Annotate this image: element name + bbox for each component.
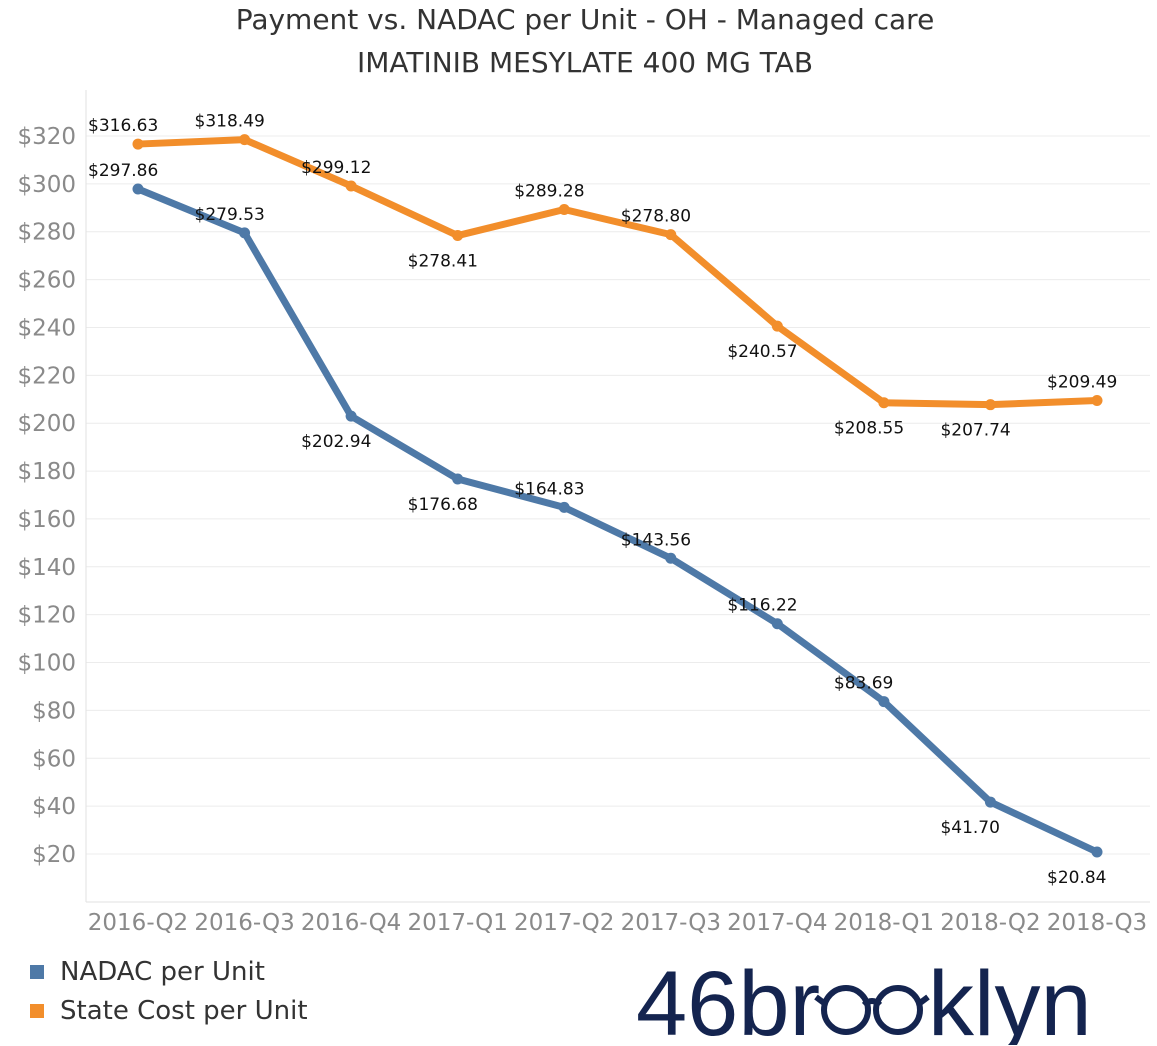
data-label: $83.69 <box>834 674 893 694</box>
x-tick-label: 2017-Q2 <box>514 910 614 936</box>
data-label: $297.86 <box>88 161 158 181</box>
x-tick-label: 2018-Q2 <box>940 910 1040 936</box>
logo-text-left: 46br <box>636 955 820 1045</box>
data-point <box>239 227 251 239</box>
x-tick-label: 2018-Q1 <box>834 910 934 936</box>
x-tick-label: 2016-Q3 <box>194 910 294 936</box>
legend: NADAC per Unit State Cost per Unit <box>30 952 308 1030</box>
data-label: $289.28 <box>514 182 584 202</box>
data-label: $116.22 <box>727 596 797 616</box>
data-point <box>452 473 464 485</box>
data-label: $143.56 <box>621 530 691 550</box>
data-label: $207.74 <box>940 421 1010 441</box>
y-tick-label: $240 <box>17 315 76 341</box>
data-point <box>132 138 144 150</box>
series-line <box>134 136 1101 409</box>
y-tick-label: $60 <box>32 746 76 772</box>
data-point <box>452 230 464 242</box>
data-point <box>558 501 570 513</box>
data-point <box>665 552 677 564</box>
y-tick-label: $260 <box>17 268 76 294</box>
data-point <box>345 180 357 192</box>
x-tick-label: 2017-Q4 <box>727 910 827 936</box>
data-label: $20.84 <box>1047 868 1106 888</box>
data-point <box>771 320 783 332</box>
data-point <box>1091 394 1103 406</box>
legend-swatch-state-cost <box>30 1003 44 1018</box>
legend-swatch-nadac <box>30 964 44 979</box>
data-label: $278.41 <box>408 252 478 272</box>
y-tick-label: $140 <box>17 555 76 581</box>
x-tick-label: 2017-Q1 <box>407 910 507 936</box>
data-label: $278.80 <box>621 207 691 227</box>
data-point <box>239 134 251 146</box>
y-tick-label: $180 <box>17 459 76 485</box>
data-point <box>984 796 996 808</box>
data-point <box>878 397 890 409</box>
y-tick-label: $200 <box>17 411 76 437</box>
legend-label-nadac: NADAC per Unit <box>60 956 265 987</box>
chart-title: Payment vs. NADAC per Unit - OH - Manage… <box>235 3 935 36</box>
data-label: $176.68 <box>408 495 478 515</box>
y-tick-label: $120 <box>17 603 76 629</box>
data-point <box>665 229 677 241</box>
legend-label-state-cost: State Cost per Unit <box>60 995 308 1026</box>
data-label: $316.63 <box>88 116 158 136</box>
data-label: $164.83 <box>514 479 584 499</box>
data-label: $209.49 <box>1047 372 1117 392</box>
y-tick-label: $100 <box>17 651 76 677</box>
data-label: $299.12 <box>301 158 371 178</box>
data-label: $208.55 <box>834 419 904 439</box>
data-point <box>132 183 144 195</box>
data-point <box>984 399 996 411</box>
y-tick-label: $80 <box>32 698 76 724</box>
data-point <box>558 204 570 216</box>
data-label: $41.70 <box>940 818 999 838</box>
y-tick-label: $40 <box>32 794 76 820</box>
legend-item-state-cost: State Cost per Unit <box>30 991 308 1030</box>
y-tick-label: $300 <box>17 172 76 198</box>
data-point <box>878 696 890 708</box>
legend-item-nadac: NADAC per Unit <box>30 952 308 991</box>
x-tick-label: 2017-Q3 <box>621 910 721 936</box>
x-tick-label: 2016-Q4 <box>301 910 401 936</box>
data-point <box>345 410 357 422</box>
chart-subtitle: IMATINIB MESYLATE 400 MG TAB <box>356 46 814 79</box>
data-label: $240.57 <box>727 342 797 362</box>
data-point <box>1091 846 1103 858</box>
glasses-icon <box>814 985 930 1035</box>
y-tick-label: $280 <box>17 220 76 246</box>
series-line <box>134 185 1101 856</box>
logo-text-right: klyn <box>928 955 1092 1045</box>
data-label: $279.53 <box>195 205 265 225</box>
y-tick-label: $160 <box>17 507 76 533</box>
x-tick-label: 2016-Q2 <box>88 910 188 936</box>
y-tick-label: $220 <box>17 363 76 389</box>
data-point <box>771 618 783 630</box>
line-chart: $20 $40 $60 $80 $100 $120 $140 $160 $180 $200 $220… <box>17 90 1150 936</box>
x-tick-label: 2018-Q3 <box>1047 910 1147 936</box>
data-label: $202.94 <box>301 432 371 452</box>
y-tick-label: $20 <box>32 842 76 868</box>
y-tick-label: $320 <box>17 124 76 150</box>
data-label: $318.49 <box>195 112 265 132</box>
brand-logo: 46br klyn <box>636 955 1092 1045</box>
